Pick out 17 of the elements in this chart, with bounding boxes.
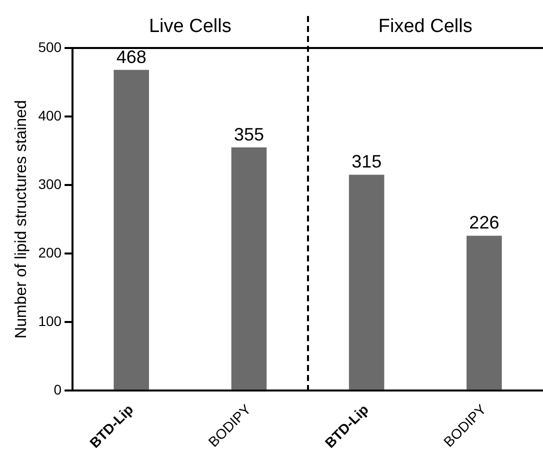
bar <box>231 147 267 390</box>
bar <box>466 236 502 390</box>
bar <box>114 70 150 390</box>
text: Fixed Cells <box>377 16 474 38</box>
text: Live Cells <box>148 16 232 38</box>
data-label: 315 <box>352 152 382 172</box>
y-tick-label: 300 <box>38 176 62 192</box>
y-tick-label: 0 <box>54 381 62 398</box>
y-tick-label: 400 <box>38 107 62 124</box>
y-axis-title: Number of lipid structures stained <box>13 100 30 338</box>
y-tick-label: 500 <box>38 38 62 55</box>
bar <box>348 174 384 390</box>
data-label: 226 <box>469 212 500 233</box>
y-tick-label: 200 <box>38 244 62 260</box>
data-label: 468 <box>116 46 146 67</box>
y-tick-label: 100 <box>38 312 62 329</box>
data-label: 355 <box>234 124 264 144</box>
